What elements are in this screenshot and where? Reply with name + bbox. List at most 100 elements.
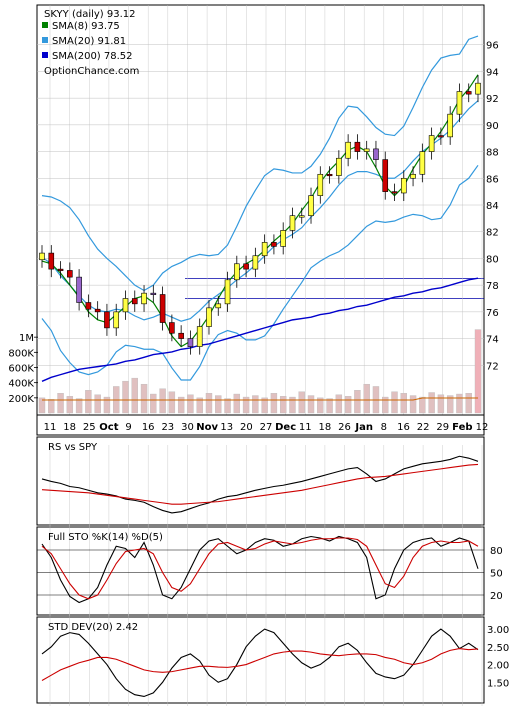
candle-body: [326, 173, 333, 177]
sma20-line: [41, 100, 479, 322]
candle-body: [187, 338, 194, 347]
chart-title: SKYY (daily) 93.12: [44, 9, 136, 20]
volume-bar: [344, 396, 352, 414]
panel-series-line: [41, 455, 479, 514]
volume-bar: [48, 399, 55, 414]
x-axis: 11 18 25 Oct 9 16 23 30 Nov 13 20 27 Dec 11 18 26 Jan 8 16…: [44, 422, 489, 433]
x-tick-label: Jan: [354, 422, 373, 433]
sto-axis: 80 50 20: [490, 546, 503, 602]
x-tick-label: 20: [240, 422, 253, 433]
volume-bar: [400, 393, 407, 414]
volume-bar: [168, 391, 176, 414]
legend-sma8: SMA(8) 93.75: [52, 21, 120, 32]
x-tick-label: 22: [417, 422, 430, 433]
std-lines: [41, 628, 479, 698]
volume-bar: [465, 393, 472, 414]
volume-tick-label: 800K: [8, 348, 34, 359]
candle-body: [261, 242, 268, 257]
sto-lines: [41, 535, 479, 604]
panel-series-line: [41, 628, 479, 698]
std-tick-label: 1.50: [487, 678, 509, 689]
x-tick-label: 30: [181, 422, 194, 433]
volume-tick-label: 600K: [8, 364, 34, 375]
volume-bar: [150, 393, 157, 414]
panel-series-line: [41, 535, 479, 604]
candle-body: [354, 141, 361, 152]
candle-body: [419, 151, 426, 175]
std-label: STD DEV(20) 2.42: [48, 622, 138, 633]
volume-tick-label: 1M: [19, 333, 34, 344]
price-tick-label: 86: [486, 174, 499, 185]
volume-bar: [122, 380, 129, 414]
candle-body: [317, 173, 324, 196]
candle-body: [400, 177, 407, 194]
candle-body: [141, 292, 147, 305]
volume-bar: [307, 395, 315, 414]
x-tick-label: 13: [220, 422, 233, 433]
candle-body: [178, 332, 184, 339]
candle-body: [308, 195, 314, 216]
candle-body: [252, 255, 259, 270]
x-tick-label: 16: [142, 422, 155, 433]
price-tick-label: 96: [486, 41, 499, 52]
x-tick-label: 25: [83, 422, 96, 433]
x-tick-label: 18: [319, 422, 332, 433]
volume-bar: [252, 395, 259, 414]
moving-average-lines: [41, 35, 479, 382]
volume-bar: [233, 393, 241, 414]
x-tick-label: 9: [125, 422, 131, 433]
volume-bar: [326, 398, 333, 414]
price-tick-label: 92: [486, 94, 499, 105]
price-axis: 96 94 92 90 88 86 84 82 80 78 76 74 72: [486, 41, 499, 373]
candle-body: [373, 148, 379, 160]
volume-bar: [298, 391, 305, 414]
x-tick-label: Nov: [196, 422, 218, 433]
candle-body: [67, 270, 73, 278]
price-tick-label: 88: [486, 148, 499, 159]
candle-body: [131, 298, 138, 305]
candle-body: [122, 298, 129, 313]
candle-body: [456, 91, 463, 115]
volume-bar: [85, 390, 92, 414]
volume-bar: [456, 393, 463, 414]
candle-body: [410, 173, 416, 179]
volume-bar: [428, 392, 435, 414]
volume-bar: [75, 398, 83, 414]
candle-body: [465, 91, 472, 95]
site-label: OptionChance.com: [44, 66, 139, 77]
candle-body: [224, 279, 231, 305]
volume-bar: [354, 390, 361, 414]
volume-bar: [335, 394, 343, 414]
legend-swatch-sma20: [42, 37, 48, 43]
std-tick-label: 2.50: [487, 643, 509, 654]
volume-bar: [57, 393, 64, 414]
std-tick-label: 2.00: [487, 661, 509, 672]
volume-bar: [94, 394, 101, 414]
x-tick-label: Dec: [275, 422, 296, 433]
candle-body: [39, 252, 45, 261]
std-tick-label: 3.00: [487, 625, 509, 636]
candle-body: [206, 307, 212, 327]
volume-bar: [131, 377, 138, 414]
x-tick-label: Feb: [452, 422, 472, 433]
price-tick-label: 84: [486, 201, 499, 212]
rs-lines: [41, 455, 479, 514]
volume-bar: [261, 397, 268, 414]
volume-bar: [187, 394, 194, 414]
candle-body: [271, 242, 277, 247]
candle-body: [391, 191, 398, 194]
volume-bar: [224, 398, 231, 414]
candle-body: [289, 215, 296, 231]
x-tick-label: 29: [436, 422, 449, 433]
volume-average-line: [42, 397, 478, 401]
candle-body: [48, 252, 55, 270]
volume-bar: [38, 397, 46, 414]
candle-body: [76, 276, 82, 303]
volume-bar: [242, 396, 250, 414]
volume-bar: [419, 396, 426, 414]
price-tick-label: 90: [486, 121, 499, 132]
volume-bar: [205, 393, 213, 414]
candle-body: [234, 263, 240, 281]
volume-bar: [474, 329, 482, 414]
sto-panel: [36, 526, 485, 616]
